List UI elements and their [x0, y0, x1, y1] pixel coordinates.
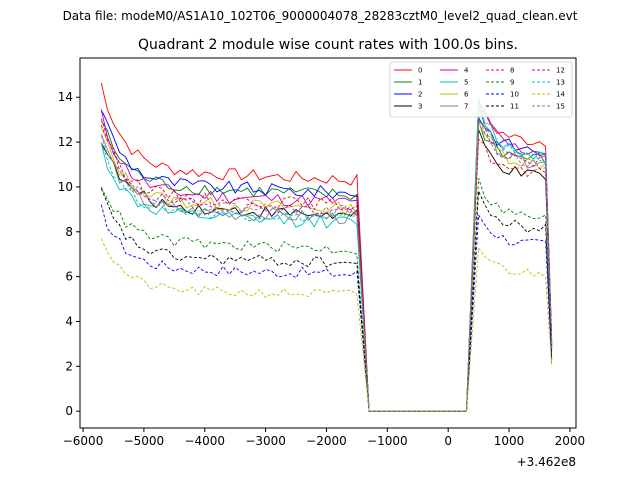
y-tick-label: 0 [65, 404, 73, 418]
legend-label-12: 12 [556, 67, 565, 75]
legend-label-1: 1 [418, 79, 422, 87]
series-line-9 [100, 177, 553, 412]
y-tick-label: 12 [58, 135, 73, 149]
legend-label-10: 10 [510, 91, 519, 99]
legend-label-13: 13 [556, 79, 565, 87]
y-tick-label: 14 [58, 90, 73, 104]
y-tick-label: 2 [65, 359, 73, 373]
series-line-14 [100, 238, 553, 412]
legend-label-11: 11 [510, 103, 519, 111]
series-line-15 [100, 115, 553, 412]
legend-frame [389, 61, 573, 118]
x-tick-label: 1000 [494, 434, 525, 448]
legend-label-2: 2 [418, 91, 422, 99]
x-tick-label: −6000 [63, 434, 104, 448]
y-tick-label: 8 [65, 225, 73, 239]
axis-ticks: −6000 −5000 −4000 −3000 −2000 −1000 0 1000 2000 0… [58, 90, 585, 448]
y-tick-label: 10 [58, 180, 73, 194]
legend-label-7: 7 [464, 103, 468, 111]
x-tick-label: −4000 [184, 434, 225, 448]
x-tick-label: −2000 [306, 434, 347, 448]
series-line-8 [100, 124, 553, 412]
x-axis-offset-label: +3.462e8 [517, 455, 576, 469]
legend-label-8: 8 [510, 67, 514, 75]
y-tick-label: 4 [65, 314, 73, 328]
x-tick-label: −3000 [245, 434, 286, 448]
legend-label-15: 15 [556, 103, 565, 111]
legend-label-5: 5 [464, 79, 468, 87]
legend-label-9: 9 [510, 79, 514, 87]
x-tick-label: −5000 [124, 434, 165, 448]
y-tick-label: 6 [65, 270, 73, 284]
x-tick-label: −1000 [367, 434, 408, 448]
chart-title: Quadrant 2 module wise count rates with … [138, 37, 518, 53]
legend-label-14: 14 [556, 91, 565, 99]
x-tick-label: 2000 [555, 434, 586, 448]
legend-label-6: 6 [464, 91, 469, 99]
legend-label-4: 4 [464, 67, 469, 75]
legend-label-3: 3 [418, 103, 422, 111]
legend-label-0: 0 [418, 67, 422, 75]
x-tick-label: 0 [444, 434, 452, 448]
axes-frame [79, 57, 577, 429]
series-line-11 [100, 188, 553, 412]
figure-suptitle: Data file: modeM0/AS1A10_102T06_90000040… [63, 9, 578, 23]
